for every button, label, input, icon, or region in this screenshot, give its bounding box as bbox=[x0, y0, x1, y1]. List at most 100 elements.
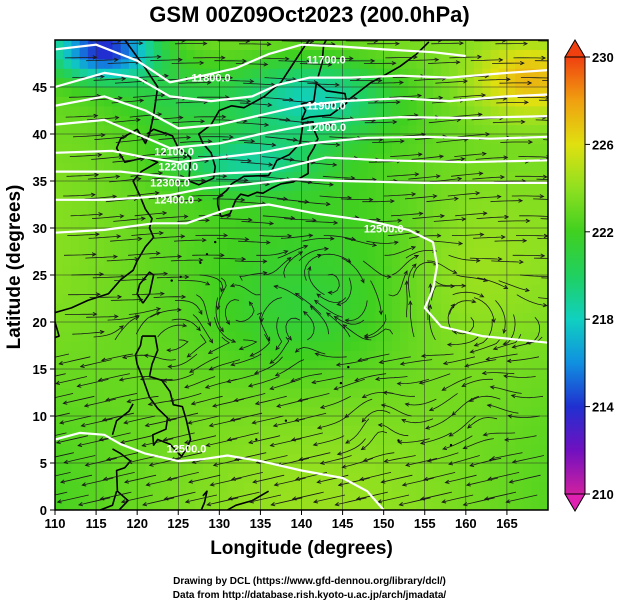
field-cell bbox=[326, 105, 335, 116]
field-cell bbox=[235, 416, 245, 426]
streamline bbox=[170, 393, 202, 402]
field-cell bbox=[342, 143, 352, 154]
field-cell bbox=[202, 246, 212, 257]
field-cell bbox=[383, 284, 393, 295]
field-cell bbox=[128, 218, 138, 229]
field-cell bbox=[531, 58, 541, 69]
field-cell bbox=[342, 369, 352, 379]
field-cell bbox=[317, 444, 327, 455]
streamline-arrow bbox=[328, 123, 334, 128]
field-cell bbox=[178, 181, 188, 191]
field-cell bbox=[506, 481, 516, 492]
field-cell bbox=[498, 322, 508, 332]
field-cell bbox=[55, 209, 64, 220]
field-cell bbox=[350, 416, 360, 426]
field-cell bbox=[408, 406, 418, 417]
field-cell bbox=[391, 87, 401, 97]
field-cell bbox=[449, 171, 459, 182]
field-cell bbox=[383, 218, 393, 229]
streamline bbox=[378, 494, 410, 503]
field-cell bbox=[153, 209, 163, 220]
streamline bbox=[490, 386, 522, 394]
streamline-arrow bbox=[139, 98, 145, 103]
field-cell bbox=[334, 256, 344, 267]
field-cell bbox=[383, 331, 393, 342]
field-cell bbox=[424, 265, 434, 276]
streamline-arrow bbox=[485, 132, 491, 137]
field-cell bbox=[424, 171, 434, 182]
height-contour bbox=[55, 156, 548, 180]
field-cell bbox=[227, 246, 237, 257]
field-cell bbox=[128, 134, 138, 144]
field-cell bbox=[55, 181, 64, 191]
field-cell bbox=[268, 209, 278, 220]
streamline bbox=[270, 438, 302, 447]
streamline-arrow bbox=[519, 60, 525, 66]
streamline-arrow bbox=[436, 233, 442, 238]
field-cell bbox=[243, 312, 253, 323]
field-cell bbox=[482, 105, 492, 116]
field-cell bbox=[400, 397, 409, 408]
field-cell bbox=[432, 416, 442, 426]
field-cell bbox=[170, 387, 179, 398]
field-cell bbox=[285, 190, 294, 201]
field-cell bbox=[482, 209, 492, 220]
streamline-arrow bbox=[354, 377, 360, 382]
streamline-arrow bbox=[243, 178, 249, 183]
streamline bbox=[63, 253, 96, 256]
field-cell bbox=[55, 199, 64, 210]
field-cell bbox=[383, 237, 393, 248]
field-cell bbox=[424, 162, 434, 173]
field-cell bbox=[260, 331, 270, 342]
field-cell bbox=[317, 105, 327, 116]
field-cell bbox=[227, 162, 237, 173]
island-marker bbox=[214, 240, 217, 244]
field-cell bbox=[408, 444, 418, 455]
field-cell bbox=[170, 340, 179, 351]
field-cell bbox=[383, 181, 393, 191]
streamline bbox=[132, 38, 164, 39]
field-cell bbox=[375, 209, 385, 220]
field-cell bbox=[408, 293, 418, 304]
field-cell bbox=[375, 481, 385, 492]
field-cell bbox=[194, 265, 204, 276]
streamline bbox=[175, 300, 203, 315]
field-cell bbox=[441, 293, 450, 304]
field-cell bbox=[153, 58, 163, 69]
streamline-arrow bbox=[248, 439, 254, 445]
field-cell bbox=[96, 303, 105, 314]
field-cell bbox=[63, 115, 73, 126]
field-cell bbox=[334, 444, 344, 455]
field-cell bbox=[474, 218, 483, 229]
field-cell bbox=[457, 105, 467, 116]
field-cell bbox=[400, 152, 409, 163]
streamline-arrow bbox=[561, 199, 565, 202]
field-cell bbox=[202, 463, 212, 473]
field-cell bbox=[498, 162, 508, 173]
field-cell bbox=[55, 77, 64, 88]
field-cell bbox=[71, 331, 81, 342]
streamline bbox=[321, 57, 353, 59]
field-cell bbox=[301, 340, 311, 351]
field-cell bbox=[400, 340, 409, 351]
field-cell bbox=[252, 500, 262, 510]
field-cell bbox=[523, 369, 533, 379]
field-cell bbox=[260, 49, 270, 60]
field-cell bbox=[63, 387, 73, 398]
field-cell bbox=[523, 340, 533, 351]
streamline-arrow bbox=[91, 252, 97, 257]
field-cell bbox=[301, 444, 311, 455]
field-cell bbox=[202, 425, 212, 436]
field-cell bbox=[515, 312, 524, 323]
field-cell bbox=[482, 284, 492, 295]
field-cell bbox=[293, 105, 303, 116]
field-cell bbox=[276, 491, 286, 502]
field-cell bbox=[400, 162, 409, 173]
field-cell bbox=[120, 228, 130, 238]
field-cell bbox=[293, 246, 303, 257]
field-cell bbox=[416, 171, 426, 182]
field-cell bbox=[506, 96, 516, 107]
field-cell bbox=[326, 406, 335, 417]
field-cell bbox=[317, 472, 327, 483]
field-cell bbox=[71, 77, 81, 88]
